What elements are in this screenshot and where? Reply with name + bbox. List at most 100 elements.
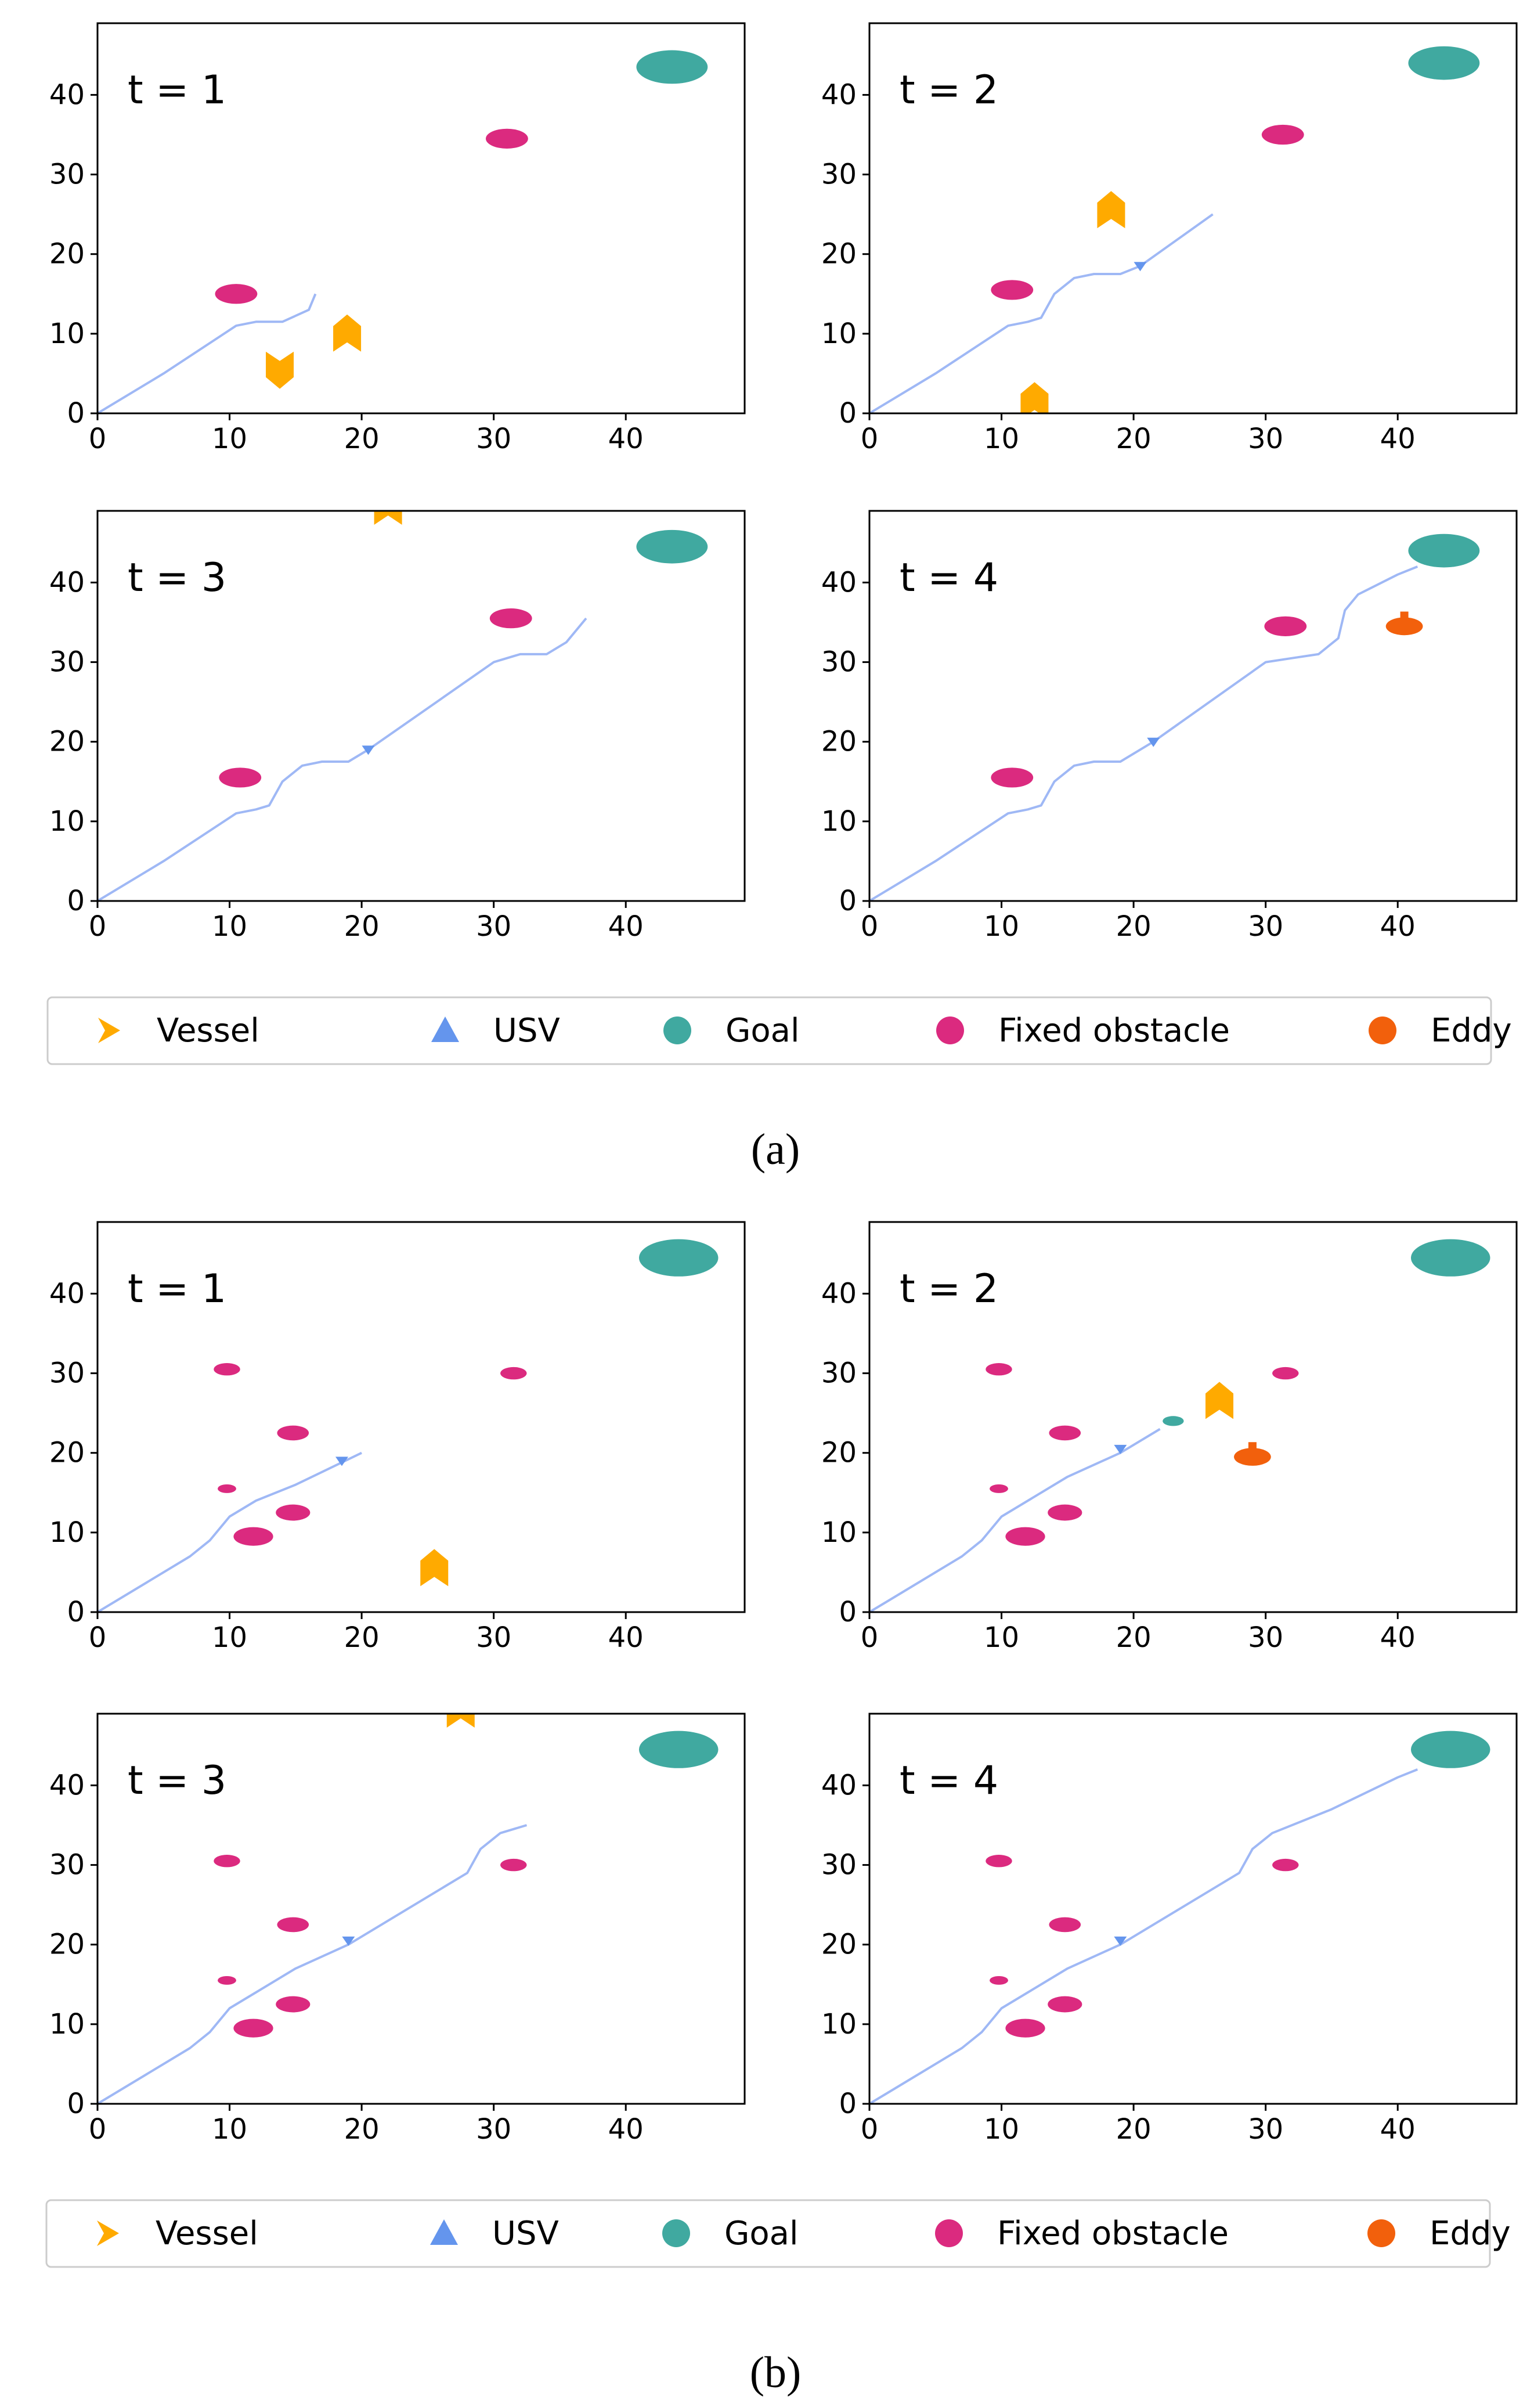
y-tick-label: 30 (821, 646, 857, 679)
plot-area (98, 50, 708, 413)
vessel-marker (374, 511, 402, 525)
fixed-obstacle-marker (218, 1484, 236, 1493)
goal-marker (636, 50, 708, 84)
x-tick-label: 40 (608, 910, 644, 943)
fixed-obstacle-marker (990, 1976, 1008, 1985)
fixed-obstacle-marker (1272, 1367, 1299, 1380)
eddy-marker-cap (1400, 611, 1409, 620)
x-tick-label: 20 (344, 423, 380, 455)
legend-eddy-marker (1369, 1016, 1396, 1044)
y-tick-label: 20 (821, 1928, 857, 1961)
fixed-obstacle-marker (990, 1484, 1008, 1493)
panel-b-3: 0 10 20 30 40 0 10 20 30 40 t = 3 (49, 1713, 746, 2146)
time-step-label: t = 1 (128, 1266, 226, 1312)
fixed-obstacle-marker (1005, 1527, 1045, 1546)
x-tick-label: 20 (1116, 1621, 1152, 1654)
fixed-obstacle-marker (489, 608, 532, 629)
y-tick-label: 30 (821, 158, 857, 191)
plot-area (869, 533, 1480, 901)
legend-goal-marker (662, 2219, 690, 2247)
legend-fixed-obstacle-marker (936, 1016, 964, 1044)
plot-area (98, 1239, 719, 1612)
x-tick-label: 20 (344, 2113, 380, 2146)
usv-marker (1134, 262, 1147, 272)
x-tick-label: 20 (344, 1621, 380, 1654)
vessel-marker (266, 351, 294, 389)
fixed-obstacle-marker (218, 1976, 236, 1985)
x-tick-label: 10 (984, 1621, 1019, 1654)
x-tick-label: 0 (89, 1621, 107, 1654)
usv-marker (1114, 1936, 1127, 1946)
x-tick-label: 40 (1380, 910, 1416, 943)
x-tick-label: 10 (212, 910, 247, 943)
panels-layer: 0 10 20 30 40 0 10 20 30 40 t = 1 0 10 20 30 40 0 10 20 30 4… (49, 22, 1518, 2146)
legend-label: Fixed obstacle (997, 2215, 1229, 2252)
y-tick-label: 10 (821, 318, 857, 350)
x-tick-label: 20 (344, 910, 380, 943)
time-step-label: t = 4 (900, 555, 998, 601)
vessel-marker (1020, 382, 1049, 413)
x-tick-label: 10 (984, 910, 1019, 943)
fixed-obstacle-marker (991, 280, 1034, 300)
y-tick-label: 40 (821, 1769, 857, 1801)
axes-frame (868, 1221, 1518, 1613)
y-tick-label: 30 (49, 646, 85, 679)
usv-trajectory (98, 1824, 528, 2104)
y-tick-label: 10 (821, 2008, 857, 2041)
usv-marker (1114, 1444, 1127, 1454)
legend-label: Eddy (1431, 1012, 1512, 1050)
y-tick-label: 30 (49, 1357, 85, 1390)
fixed-obstacle-marker (1049, 1917, 1081, 1933)
legend-label: Goal (726, 1012, 800, 1050)
x-tick-label: 20 (1116, 2113, 1152, 2146)
goal-marker (1408, 46, 1480, 80)
x-tick-label: 30 (476, 423, 511, 455)
fixed-obstacle-marker (1005, 2018, 1045, 2038)
usv-marker (362, 745, 375, 755)
caption-b: (b) (750, 2348, 802, 2397)
panel-a-3: 0 10 20 30 40 0 10 20 30 40 t = 3 (49, 510, 746, 943)
legend-label: Vessel (157, 1012, 259, 1050)
fixed-obstacle-marker (1261, 124, 1304, 145)
time-step-label: t = 3 (128, 555, 226, 601)
axes-frame (96, 510, 746, 902)
fixed-obstacle-marker (277, 1425, 309, 1441)
vessel-marker (420, 1549, 449, 1587)
y-tick-label: 30 (49, 158, 85, 191)
fixed-obstacle-marker (214, 1363, 240, 1376)
fixed-obstacle-marker (1049, 1425, 1081, 1441)
panel-a-2: 0 10 20 30 40 0 10 20 30 40 t = 2 (821, 22, 1518, 455)
fixed-obstacle-marker (986, 1855, 1012, 1868)
y-tick-label: 0 (839, 2088, 857, 2120)
y-tick-label: 10 (821, 1516, 857, 1549)
y-tick-label: 0 (839, 397, 857, 430)
usv-trajectory (98, 293, 317, 413)
x-tick-label: 0 (861, 910, 879, 943)
y-tick-label: 0 (67, 397, 85, 430)
y-tick-label: 30 (821, 1849, 857, 1881)
fixed-obstacle-marker (214, 1855, 240, 1868)
legend-label: Goal (724, 2215, 799, 2252)
time-step-label: t = 1 (128, 67, 226, 113)
legend-a: Vessel USV Goal Fixed obstacle Eddy (46, 996, 1512, 1065)
x-tick-label: 40 (608, 2113, 644, 2146)
eddy-marker (1385, 617, 1423, 636)
y-tick-label: 10 (49, 318, 85, 350)
time-step-label: t = 3 (128, 1758, 226, 1804)
time-step-label: t = 2 (900, 67, 998, 113)
legend-frame (45, 2199, 1491, 2268)
y-tick-label: 0 (839, 885, 857, 917)
y-tick-label: 20 (821, 238, 857, 271)
x-tick-label: 10 (212, 423, 247, 455)
panel-b-4: 0 10 20 30 40 0 10 20 30 40 t = 4 (821, 1713, 1518, 2146)
y-tick-label: 30 (49, 1849, 85, 1881)
y-tick-label: 20 (821, 1437, 857, 1469)
x-tick-label: 30 (476, 1621, 511, 1654)
y-tick-label: 10 (821, 805, 857, 838)
vessel-marker (1205, 1382, 1234, 1419)
legend-label: Fixed obstacle (998, 1012, 1230, 1050)
fixed-obstacle-marker (986, 1363, 1012, 1376)
x-tick-label: 40 (608, 1621, 644, 1654)
y-tick-label: 0 (67, 885, 85, 917)
